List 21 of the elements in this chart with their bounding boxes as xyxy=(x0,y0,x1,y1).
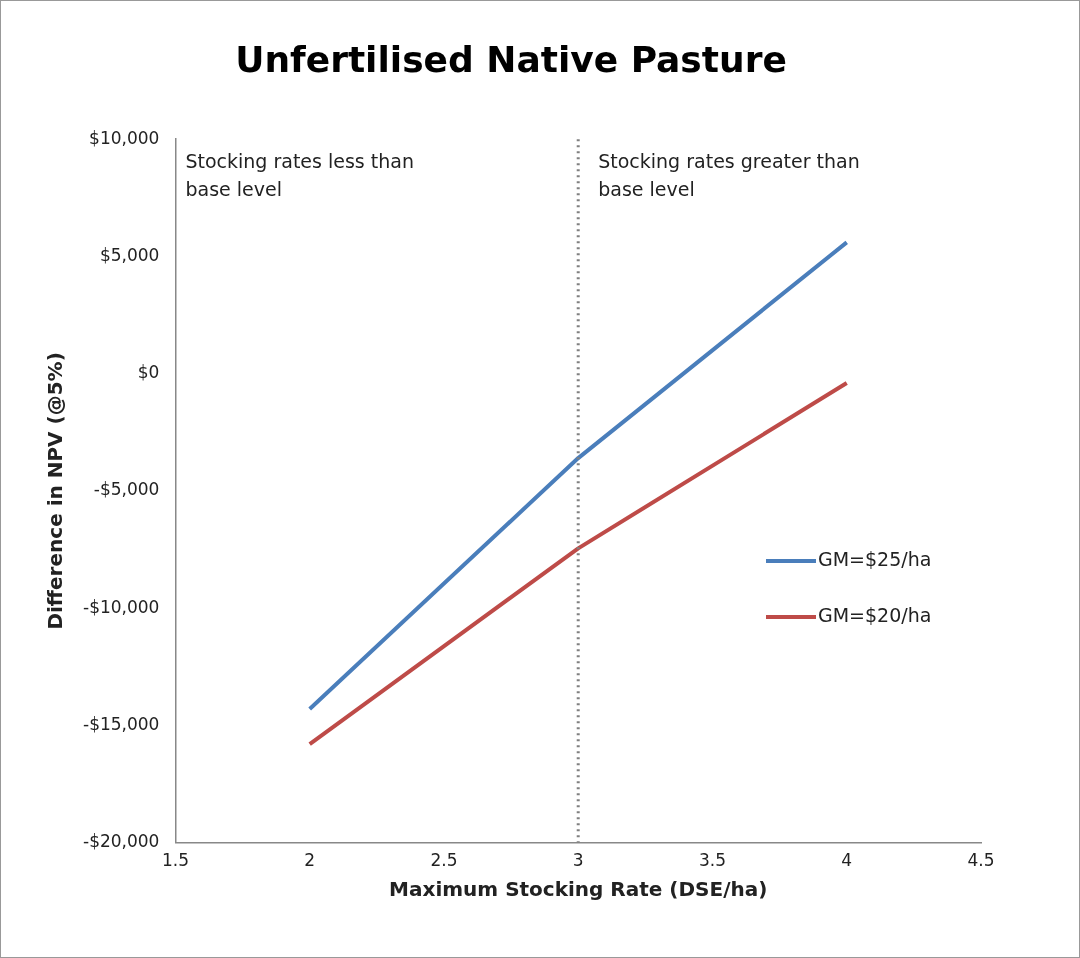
legend-label: GM=$25/ha xyxy=(818,547,932,570)
x-tick-label: 4.5 xyxy=(967,850,995,871)
x-tick-label: 3.5 xyxy=(698,850,726,871)
x-tick-label: 4 xyxy=(841,850,853,871)
y-axis-title: Difference in NPV (@5%) xyxy=(43,352,68,630)
x-tick-label: 1.5 xyxy=(161,850,189,871)
annotation: Stocking rates greater than base level xyxy=(598,149,860,200)
y-tick-label: -$15,000 xyxy=(83,713,160,734)
y-tick-label: $10,000 xyxy=(89,127,160,148)
x-tick-label: 3 xyxy=(572,850,584,871)
x-tick-label: 2 xyxy=(304,850,316,871)
annotation: Stocking rates less than base level xyxy=(185,149,414,200)
y-tick-label: $0 xyxy=(137,362,160,383)
y-tick-label: -$5,000 xyxy=(93,479,160,500)
y-tick-label: -$20,000 xyxy=(83,831,160,852)
chart-title: Unfertilised Native Pasture xyxy=(235,38,787,80)
legend-label: GM=$20/ha xyxy=(818,603,932,626)
x-tick-label: 2.5 xyxy=(430,850,458,871)
x-axis-title: Maximum Stocking Rate (DSE/ha) xyxy=(389,877,768,902)
y-tick-label: -$10,000 xyxy=(83,596,160,617)
y-tick-label: $5,000 xyxy=(99,244,160,265)
